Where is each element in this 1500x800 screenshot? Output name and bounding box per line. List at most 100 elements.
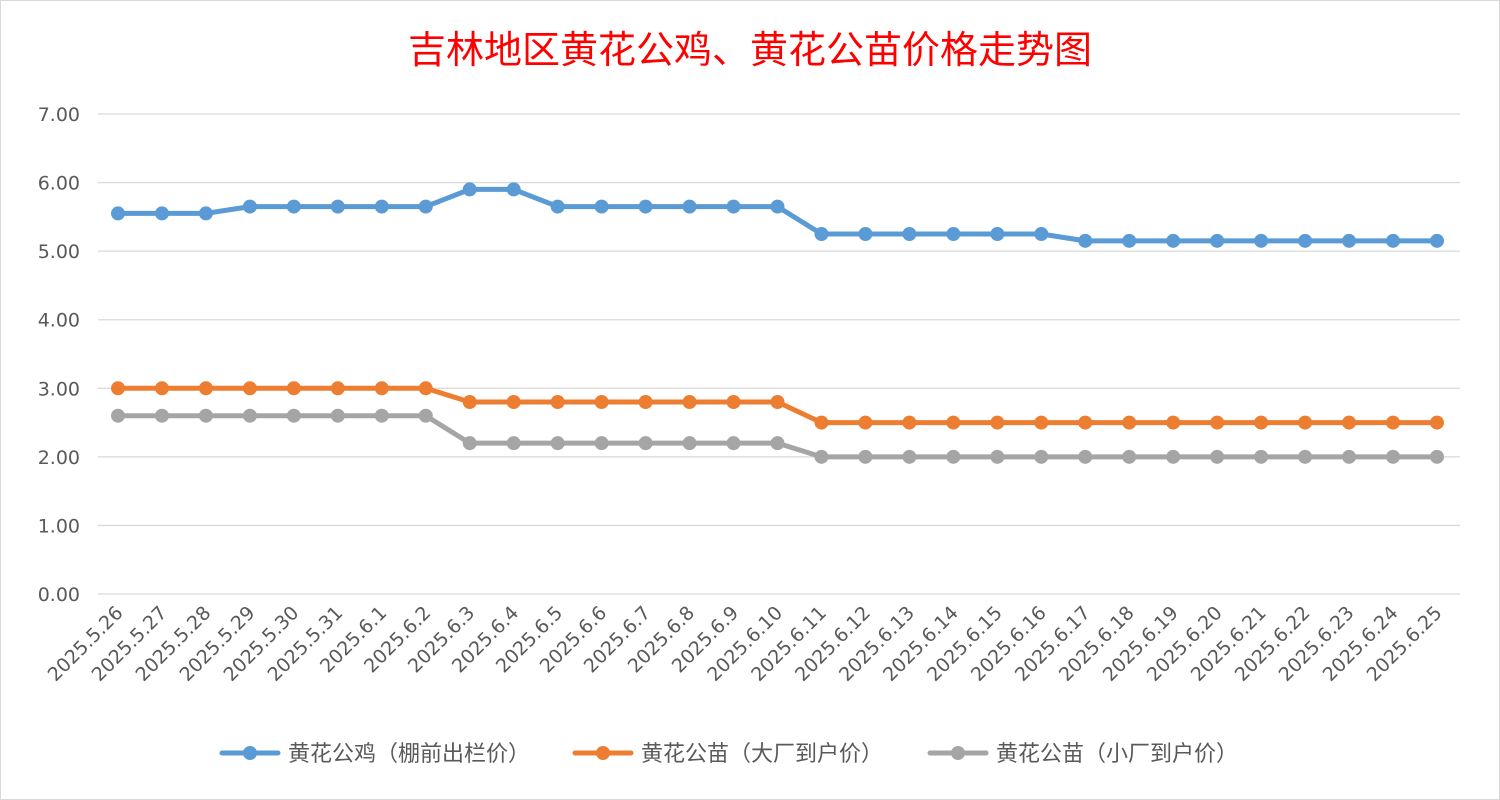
data-point bbox=[1078, 233, 1093, 248]
data-point bbox=[286, 408, 301, 423]
data-point bbox=[1386, 233, 1401, 248]
data-point bbox=[1034, 449, 1049, 464]
data-point bbox=[286, 199, 301, 214]
data-point bbox=[726, 199, 741, 214]
data-point bbox=[1298, 449, 1313, 464]
series-group bbox=[111, 182, 1444, 464]
data-point bbox=[858, 227, 873, 241]
legend-label: 黄花公苗（大厂到户价） bbox=[641, 742, 883, 767]
chart-title: 吉林地区黄花公鸡、黄花公苗价格走势图 bbox=[408, 28, 1092, 72]
data-point bbox=[1166, 233, 1181, 248]
data-point bbox=[814, 227, 829, 241]
data-point bbox=[374, 408, 389, 423]
legend: 黄花公鸡（棚前出栏价） 黄花公苗（大厂到户价） 黄花公苗（小厂到户价） bbox=[219, 742, 1238, 767]
data-point bbox=[506, 436, 521, 451]
data-point bbox=[550, 436, 565, 451]
data-point bbox=[374, 381, 389, 396]
legend-item: 黄花公苗（小厂到户价） bbox=[927, 742, 1238, 767]
legend-swatch-marker bbox=[243, 746, 257, 760]
data-point bbox=[198, 408, 213, 423]
data-point bbox=[1298, 415, 1313, 430]
data-point bbox=[594, 395, 609, 409]
series-3 bbox=[111, 408, 1444, 464]
data-point bbox=[1430, 233, 1444, 248]
data-point bbox=[814, 449, 829, 464]
data-point bbox=[1034, 227, 1049, 241]
data-point bbox=[242, 408, 257, 423]
data-point bbox=[1078, 449, 1093, 464]
data-point bbox=[374, 199, 389, 214]
legend-item: 黄花公鸡（棚前出栏价） bbox=[219, 742, 530, 767]
data-point bbox=[946, 227, 961, 241]
data-point bbox=[594, 436, 609, 451]
data-point bbox=[1210, 415, 1225, 430]
data-point bbox=[1430, 449, 1444, 464]
data-point bbox=[726, 436, 741, 451]
data-point bbox=[902, 449, 917, 464]
data-point bbox=[814, 415, 829, 430]
data-point bbox=[990, 449, 1005, 464]
data-point bbox=[1298, 233, 1313, 248]
data-point bbox=[902, 227, 917, 241]
y-tick-label: 3.00 bbox=[38, 378, 80, 400]
data-point bbox=[198, 206, 213, 221]
data-point bbox=[330, 408, 345, 423]
y-tick-label: 2.00 bbox=[38, 447, 80, 469]
data-point bbox=[462, 182, 477, 197]
data-point bbox=[638, 199, 653, 214]
data-point bbox=[638, 436, 653, 451]
data-point bbox=[242, 199, 257, 214]
data-point bbox=[858, 415, 873, 430]
data-point bbox=[111, 408, 125, 423]
data-point bbox=[111, 381, 125, 396]
data-point bbox=[418, 199, 433, 214]
data-point bbox=[1122, 233, 1137, 248]
data-point bbox=[770, 199, 785, 214]
data-point bbox=[550, 395, 565, 409]
data-point bbox=[1122, 415, 1137, 430]
data-point bbox=[330, 199, 345, 214]
data-point bbox=[154, 381, 169, 396]
data-point bbox=[1034, 415, 1049, 430]
data-point bbox=[1254, 415, 1269, 430]
data-point bbox=[1078, 415, 1093, 430]
series-1 bbox=[111, 182, 1444, 248]
legend-swatch-marker bbox=[596, 746, 610, 760]
data-point bbox=[1254, 449, 1269, 464]
legend-label: 黄花公鸡（棚前出栏价） bbox=[288, 742, 530, 767]
y-tick-label: 6.00 bbox=[38, 173, 80, 195]
legend-label: 黄花公苗（小厂到户价） bbox=[996, 742, 1238, 767]
data-point bbox=[1166, 415, 1181, 430]
data-point bbox=[726, 395, 741, 409]
data-point bbox=[1166, 449, 1181, 464]
data-point bbox=[242, 381, 257, 396]
data-point bbox=[462, 436, 477, 451]
data-point bbox=[858, 449, 873, 464]
legend-item: 黄花公苗（大厂到户价） bbox=[572, 742, 883, 767]
data-point bbox=[682, 199, 697, 214]
data-point bbox=[1210, 233, 1225, 248]
y-axis-tick-labels: 0.00 1.00 2.00 3.00 4.00 5.00 6.00 7.00 bbox=[38, 104, 80, 606]
y-tick-label: 1.00 bbox=[38, 515, 80, 537]
data-point bbox=[594, 199, 609, 214]
data-point bbox=[418, 408, 433, 423]
data-point bbox=[682, 436, 697, 451]
gridlines bbox=[98, 113, 1460, 595]
data-point bbox=[1122, 449, 1137, 464]
data-point bbox=[990, 415, 1005, 430]
data-point bbox=[506, 182, 521, 197]
data-point bbox=[946, 415, 961, 430]
data-point bbox=[1342, 415, 1357, 430]
data-point bbox=[990, 227, 1005, 241]
data-point bbox=[286, 381, 301, 396]
data-point bbox=[462, 395, 477, 409]
data-point bbox=[1254, 233, 1269, 248]
data-point bbox=[1210, 449, 1225, 464]
legend-swatch-marker bbox=[951, 746, 965, 760]
data-point bbox=[770, 395, 785, 409]
data-point bbox=[111, 206, 125, 221]
data-point bbox=[154, 206, 169, 221]
data-point bbox=[506, 395, 521, 409]
y-tick-label: 7.00 bbox=[38, 104, 80, 126]
